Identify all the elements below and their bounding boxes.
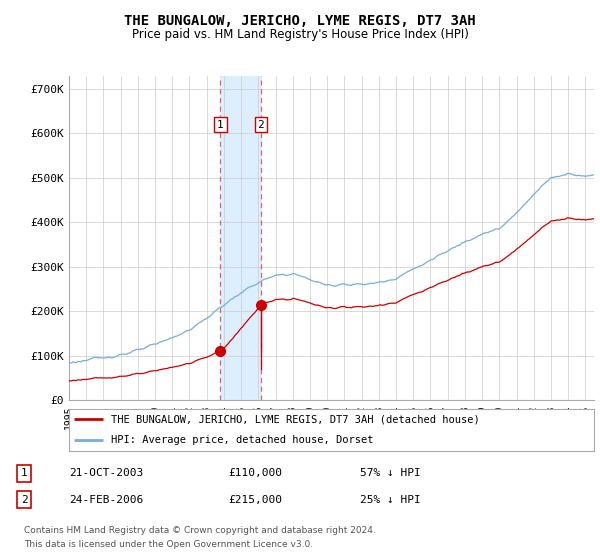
Text: 57% ↓ HPI: 57% ↓ HPI	[360, 468, 421, 478]
Text: HPI: Average price, detached house, Dorset: HPI: Average price, detached house, Dors…	[111, 435, 373, 445]
Text: THE BUNGALOW, JERICHO, LYME REGIS, DT7 3AH (detached house): THE BUNGALOW, JERICHO, LYME REGIS, DT7 3…	[111, 414, 480, 424]
Text: THE BUNGALOW, JERICHO, LYME REGIS, DT7 3AH: THE BUNGALOW, JERICHO, LYME REGIS, DT7 3…	[124, 14, 476, 28]
Text: Contains HM Land Registry data © Crown copyright and database right 2024.: Contains HM Land Registry data © Crown c…	[24, 526, 376, 535]
Text: 2: 2	[257, 119, 265, 129]
Text: Price paid vs. HM Land Registry's House Price Index (HPI): Price paid vs. HM Land Registry's House …	[131, 28, 469, 41]
Text: 1: 1	[20, 468, 28, 478]
Text: 21-OCT-2003: 21-OCT-2003	[69, 468, 143, 478]
Text: £110,000: £110,000	[228, 468, 282, 478]
Text: 24-FEB-2006: 24-FEB-2006	[69, 494, 143, 505]
Bar	[220, 76, 261, 400]
Text: 1: 1	[217, 119, 224, 129]
Text: £215,000: £215,000	[228, 494, 282, 505]
Text: 2: 2	[20, 494, 28, 505]
Text: This data is licensed under the Open Government Licence v3.0.: This data is licensed under the Open Gov…	[24, 540, 313, 549]
Text: 25% ↓ HPI: 25% ↓ HPI	[360, 494, 421, 505]
